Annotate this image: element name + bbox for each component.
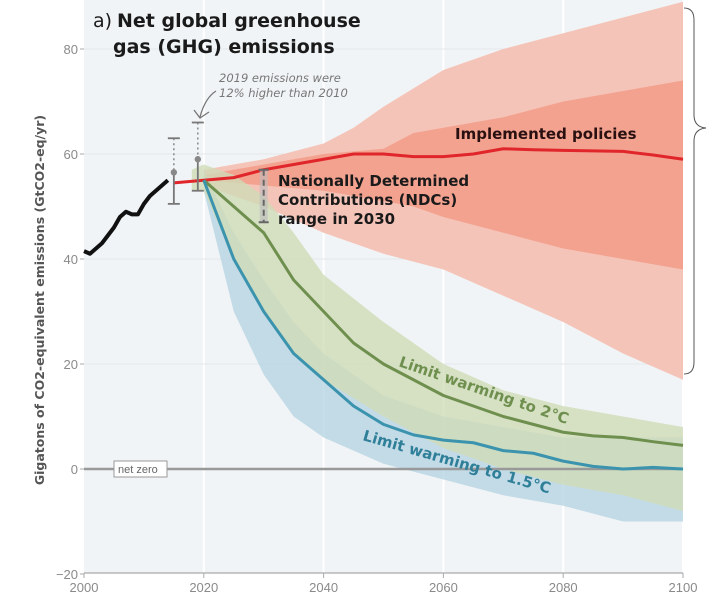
ndc-label-line-1: Nationally Determined (278, 172, 469, 190)
x-tick-label: 2000 (70, 580, 99, 595)
error-bars (167, 121, 269, 224)
y-tick-label: 60 (64, 147, 78, 162)
band-implemented-inner (203, 80, 684, 270)
x-tick-label: 2040 (309, 580, 338, 595)
y-axis-label: Gigatons of CO2-equivalent emissions (Gt… (32, 115, 47, 485)
scenario-brace (683, 7, 707, 375)
y-tick-label: −20 (56, 567, 78, 582)
y-tick-label: 80 (64, 42, 78, 57)
y-tick-label: 0 (71, 462, 78, 477)
bands (191, 1, 684, 522)
band-warming-15c (203, 169, 684, 522)
line-warming-2c (202, 179, 684, 447)
ndc-label-line-2: Contributions (NDCs) (278, 191, 457, 209)
panel-label: a) (93, 10, 112, 32)
line-warming-15c (202, 179, 684, 471)
line-implemented (173, 147, 684, 185)
series-lines (83, 147, 684, 471)
y-tick-label: 40 (64, 252, 78, 267)
chart-title-line-1: Net global greenhouse (117, 10, 361, 32)
net-zero-box (113, 460, 168, 478)
implemented-policies-label: Implemented policies (455, 125, 637, 143)
annotation-arrow (193, 90, 217, 119)
ndc-range-bar (259, 169, 268, 223)
x-tick-label: 2020 (189, 580, 218, 595)
x-tick-label: 2080 (549, 580, 578, 595)
chart-title-line-2: gas (GHG) emissions (113, 36, 335, 58)
line-historical (83, 178, 170, 256)
error-bar-point (170, 169, 178, 176)
ndc-label-line-3: range in 2030 (278, 210, 395, 228)
annotation-2019-line-1: 2019 emissions were (219, 71, 341, 85)
error-bar-point (194, 156, 202, 163)
annotation-2019-line-2: 12% higher than 2010 (219, 86, 348, 100)
net-zero-label: net zero (118, 464, 158, 476)
x-tick-label: 2100 (669, 580, 698, 595)
x-tick-label: 2060 (429, 580, 458, 595)
band-warming-2c (191, 164, 683, 511)
y-tick-label: 20 (64, 357, 78, 372)
